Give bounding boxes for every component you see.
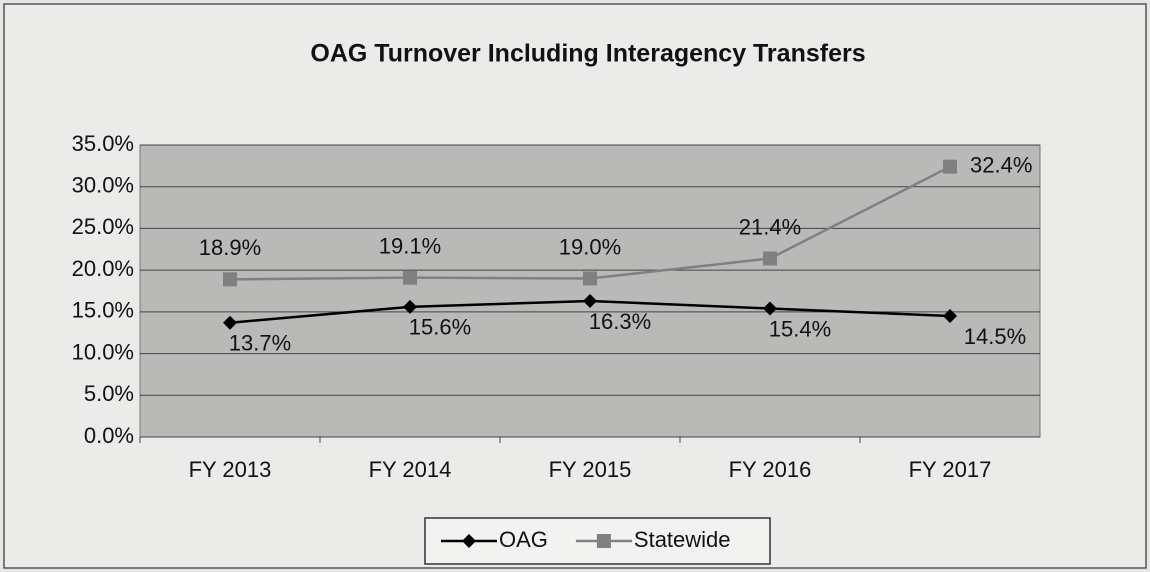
point — [763, 251, 777, 266]
legend-label: Statewide — [634, 527, 731, 552]
x-tick-label: FY 2017 — [909, 457, 992, 482]
legend-marker — [462, 534, 476, 548]
point — [583, 271, 597, 286]
x-tick-label: FY 2013 — [189, 457, 272, 482]
point — [943, 159, 957, 174]
point — [943, 309, 957, 324]
legend-marker — [596, 534, 611, 548]
data-label: 21.4% — [739, 214, 801, 239]
data-label: 18.9% — [199, 235, 261, 260]
plot-area — [139, 144, 1041, 438]
chart-title: OAG Turnover Including Interagency Trans… — [310, 40, 865, 68]
data-label: 32.4% — [970, 153, 1032, 178]
point — [583, 294, 597, 309]
y-tick-label: 10.0% — [72, 339, 134, 364]
y-tick-label: 25.0% — [72, 214, 134, 239]
y-tick-label: 15.0% — [72, 298, 134, 323]
x-tick-label: FY 2015 — [549, 457, 632, 482]
point — [403, 299, 417, 314]
x-tick-label: FY 2014 — [369, 457, 452, 482]
data-label: 15.6% — [409, 315, 471, 340]
y-tick-label: 30.0% — [72, 173, 134, 198]
point — [763, 301, 777, 316]
y-tick-label: 0.0% — [84, 423, 134, 448]
data-label: 13.7% — [229, 331, 291, 356]
y-tick-label: 5.0% — [84, 381, 134, 406]
point — [223, 272, 237, 287]
legend-label: OAG — [499, 527, 548, 552]
data-label: 14.5% — [964, 324, 1026, 349]
data-label: 15.4% — [769, 316, 831, 341]
point — [403, 270, 417, 285]
x-tick-label: FY 2016 — [729, 457, 812, 482]
y-tick-label: 20.0% — [72, 256, 134, 281]
data-label: 19.0% — [559, 234, 621, 259]
data-label: 16.3% — [589, 309, 651, 334]
data-label: 19.1% — [379, 233, 441, 258]
y-tick-label: 35.0% — [72, 131, 134, 156]
point — [223, 315, 237, 330]
